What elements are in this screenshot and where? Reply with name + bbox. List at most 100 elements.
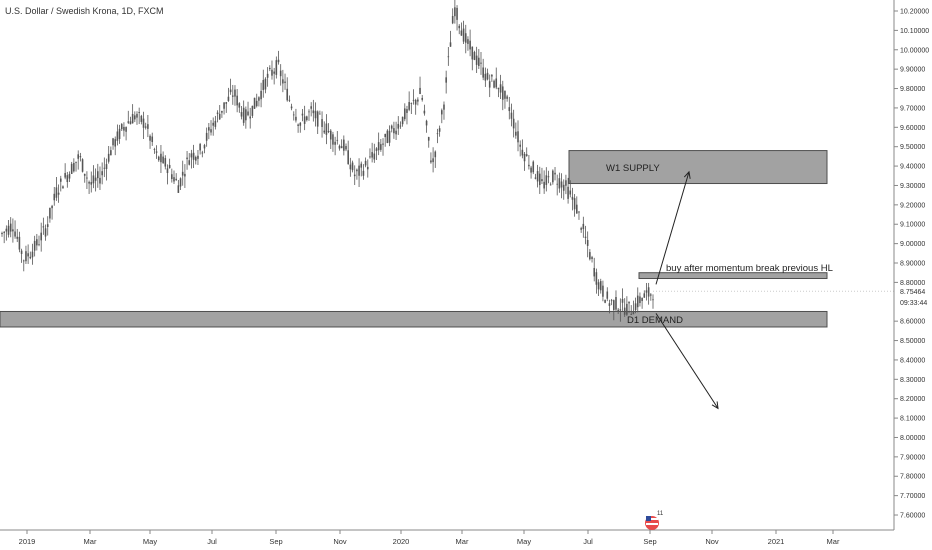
- candle-body: [284, 81, 286, 83]
- candle-body: [292, 114, 295, 116]
- candle-body: [299, 122, 302, 126]
- candle-body: [70, 163, 73, 174]
- candle-body: [438, 128, 441, 132]
- candle-body: [501, 86, 504, 100]
- candle-body: [20, 250, 23, 254]
- candle-body: [96, 171, 99, 179]
- chart-title: U.S. Dollar / Swedish Krona, 1D, FXCM: [5, 6, 164, 16]
- y-tick-label: 10.10000: [900, 28, 929, 35]
- y-tick-label: 8.90000: [900, 261, 925, 268]
- candle-body: [380, 144, 382, 150]
- candle-body: [168, 164, 171, 169]
- candle-body: [491, 74, 493, 77]
- candle-body: [545, 175, 548, 185]
- candle-body: [436, 133, 439, 135]
- candle-body: [140, 115, 143, 122]
- candle-body: [467, 39, 469, 44]
- candle-body: [630, 314, 633, 315]
- y-tick-label: 9.90000: [900, 67, 925, 74]
- candle-body: [110, 150, 112, 156]
- up-arrow: [655, 171, 690, 285]
- y-tick-label: 9.00000: [900, 241, 925, 248]
- y-tick-label: 8.00000: [900, 435, 925, 442]
- candle-body: [371, 152, 373, 158]
- y-tick-label: 8.50000: [900, 338, 925, 345]
- candle-body: [475, 55, 478, 65]
- candle-body: [336, 139, 339, 141]
- y-tick-label: 8.30000: [900, 377, 925, 384]
- candle-body: [251, 105, 254, 116]
- candle-body: [464, 33, 467, 43]
- candle-body: [49, 207, 51, 219]
- candle-body: [190, 153, 193, 158]
- candle-body: [397, 123, 400, 129]
- candle-body: [647, 287, 650, 297]
- candle-body: [27, 253, 29, 257]
- candle-body: [554, 172, 556, 175]
- candle-body: [46, 224, 49, 227]
- candle-body: [347, 150, 349, 165]
- candle-body: [253, 97, 256, 109]
- candle-body: [626, 303, 628, 315]
- candle-body: [273, 71, 275, 74]
- candle-body: [578, 211, 580, 213]
- candle-body: [525, 154, 528, 156]
- candle-body: [584, 236, 587, 238]
- candle-body: [362, 170, 365, 176]
- candle-body: [297, 124, 299, 126]
- candle-body: [332, 134, 334, 145]
- candle-body: [223, 102, 225, 109]
- y-tick-label: 9.80000: [900, 86, 925, 93]
- up-arrow-head: [683, 170, 691, 179]
- candle-body: [212, 122, 214, 126]
- candle-body: [421, 97, 424, 100]
- x-tick-label: Sep: [643, 537, 656, 546]
- candle-body: [260, 90, 262, 100]
- candle-body: [410, 103, 413, 104]
- candle-body: [279, 70, 282, 77]
- candle-body: [591, 257, 593, 259]
- candle-body: [528, 164, 530, 167]
- x-tick-label: May: [517, 537, 531, 546]
- candle-body: [218, 113, 221, 120]
- candle-body: [118, 128, 121, 139]
- candle-body: [639, 296, 641, 304]
- y-tick-label: 8.20000: [900, 396, 925, 403]
- candle-body: [125, 127, 127, 132]
- candle-body: [12, 229, 14, 232]
- candle-body: [40, 232, 42, 241]
- candle-body: [131, 114, 134, 124]
- x-tick-label: 2020: [393, 537, 410, 546]
- x-tick-label: 2021: [768, 537, 785, 546]
- candle-body: [388, 130, 391, 143]
- candle-body: [151, 136, 154, 143]
- candle-body: [510, 112, 513, 119]
- candle-body: [36, 239, 38, 246]
- candle-body: [1, 232, 3, 235]
- candle-body: [427, 137, 430, 141]
- x-tick-label: Jul: [207, 537, 217, 546]
- current-price-label: 8.75464: [900, 289, 925, 296]
- x-tick-label: 2019: [19, 537, 36, 546]
- candle-body: [358, 165, 360, 176]
- candle-body: [623, 307, 626, 315]
- candle-body: [430, 160, 432, 163]
- candle-body: [38, 244, 40, 246]
- candle-body: [321, 119, 323, 127]
- y-tick-label: 8.40000: [900, 357, 925, 364]
- candle-body: [447, 56, 450, 58]
- candle-body: [73, 162, 75, 172]
- flag-badge-icon[interactable]: 11: [645, 511, 664, 530]
- candle-body: [208, 127, 210, 131]
- y-tick-labels: 10.20000 10.10000 10.00000 9.90000 9.80000 9.…: [894, 9, 929, 520]
- candle-body: [186, 157, 188, 160]
- candle-body: [552, 170, 554, 183]
- candle-body: [197, 155, 199, 159]
- candle-body: [238, 103, 241, 108]
- candle-body: [120, 124, 123, 130]
- candle-body: [99, 177, 101, 184]
- candle-body: [384, 133, 386, 138]
- y-tick-label: 8.10000: [900, 416, 925, 423]
- candle-body: [645, 290, 648, 293]
- countdown-label: 09:33:44: [900, 300, 927, 307]
